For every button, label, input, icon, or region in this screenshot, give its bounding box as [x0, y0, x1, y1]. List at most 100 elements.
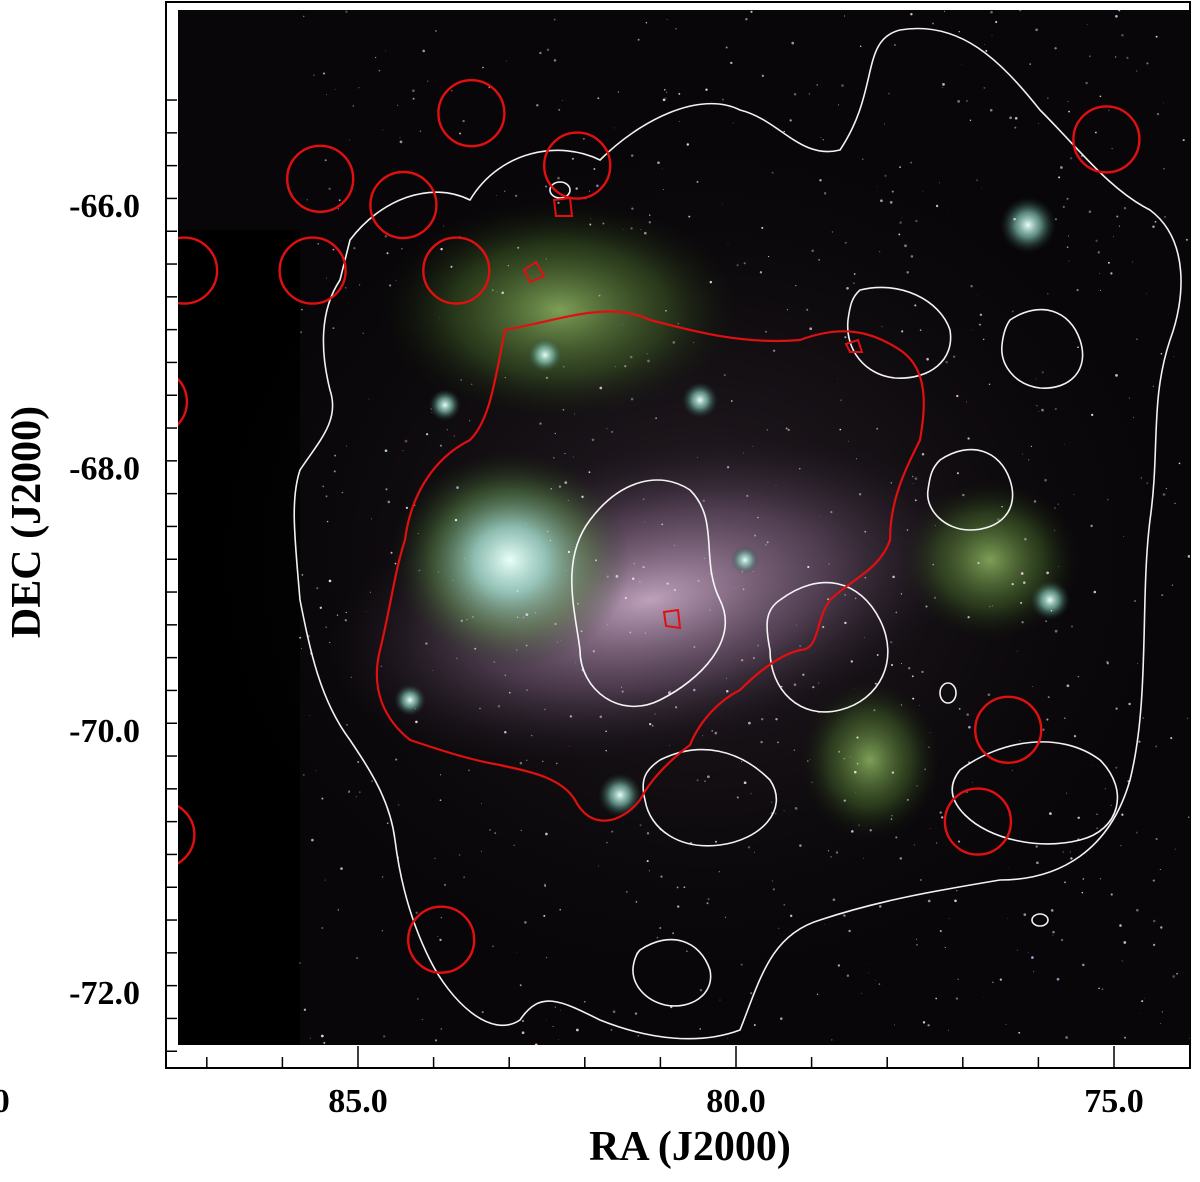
star [866, 964, 868, 965]
star [1120, 845, 1122, 847]
star [863, 637, 865, 638]
star [971, 781, 973, 783]
star [854, 597, 857, 600]
star [381, 876, 384, 878]
red-circle-marker [286, 144, 355, 214]
star [639, 581, 641, 583]
x-tick-label: 80.0 [706, 1083, 766, 1120]
star [678, 121, 680, 122]
star [1099, 289, 1102, 291]
star [427, 80, 429, 82]
star [759, 271, 763, 274]
star [644, 632, 646, 634]
star [571, 157, 574, 160]
star [727, 244, 729, 246]
star [651, 725, 654, 727]
star [1011, 582, 1014, 586]
star [524, 921, 527, 924]
star [843, 15, 846, 17]
star [939, 811, 942, 814]
star [983, 996, 985, 998]
star [864, 530, 867, 533]
star [880, 199, 883, 203]
star [748, 721, 751, 725]
star [404, 439, 408, 443]
star [567, 499, 569, 502]
star [492, 289, 494, 291]
star [836, 378, 838, 380]
star [1031, 956, 1034, 959]
star [674, 706, 678, 709]
star [536, 104, 539, 107]
star-field [299, 10, 1190, 1045]
star [823, 192, 827, 195]
red-circle-marker [278, 236, 347, 305]
star [912, 697, 915, 700]
star [868, 972, 869, 974]
star [412, 89, 415, 93]
star [497, 704, 501, 708]
star [736, 264, 739, 267]
star [299, 636, 302, 639]
star [1155, 35, 1158, 38]
star [555, 762, 558, 765]
star [772, 349, 776, 352]
star [352, 105, 354, 107]
star [851, 830, 854, 833]
star [1049, 812, 1052, 815]
star [1155, 837, 1158, 841]
star [734, 588, 735, 589]
star [405, 506, 409, 510]
star [854, 770, 857, 774]
star [843, 799, 846, 802]
star [355, 796, 357, 798]
star [1073, 734, 1077, 738]
star [386, 252, 389, 255]
star [464, 558, 466, 559]
star [1152, 225, 1155, 228]
star [573, 456, 575, 458]
star [545, 956, 548, 959]
star [1023, 581, 1026, 584]
star [727, 1038, 729, 1039]
star [864, 576, 867, 579]
star [1142, 717, 1144, 719]
star [988, 383, 991, 386]
star [911, 475, 914, 478]
star [606, 841, 608, 844]
star [795, 284, 797, 287]
star [726, 677, 728, 679]
star [908, 667, 911, 670]
star [1070, 157, 1073, 160]
star [508, 586, 510, 589]
star [649, 214, 651, 216]
star [960, 64, 962, 65]
star [554, 432, 556, 435]
star [589, 223, 592, 226]
star [742, 588, 745, 591]
hii-knot [731, 546, 759, 574]
star [384, 449, 388, 453]
star [789, 914, 793, 918]
star [1047, 97, 1049, 99]
star [605, 749, 607, 752]
y-tick-label: -66.0 [69, 188, 140, 225]
star [374, 56, 377, 59]
star [496, 291, 498, 293]
star [1128, 702, 1131, 706]
star [642, 498, 645, 501]
star [901, 330, 904, 333]
star [1123, 941, 1127, 944]
star [879, 251, 881, 253]
tarantula-region [390, 450, 630, 670]
star [809, 327, 813, 331]
star [526, 689, 528, 691]
star [1161, 594, 1164, 597]
star [674, 544, 675, 546]
star [830, 511, 833, 514]
star [1091, 413, 1094, 417]
star [840, 399, 842, 402]
star [696, 779, 699, 782]
star [1018, 1031, 1021, 1034]
star [1159, 868, 1161, 870]
